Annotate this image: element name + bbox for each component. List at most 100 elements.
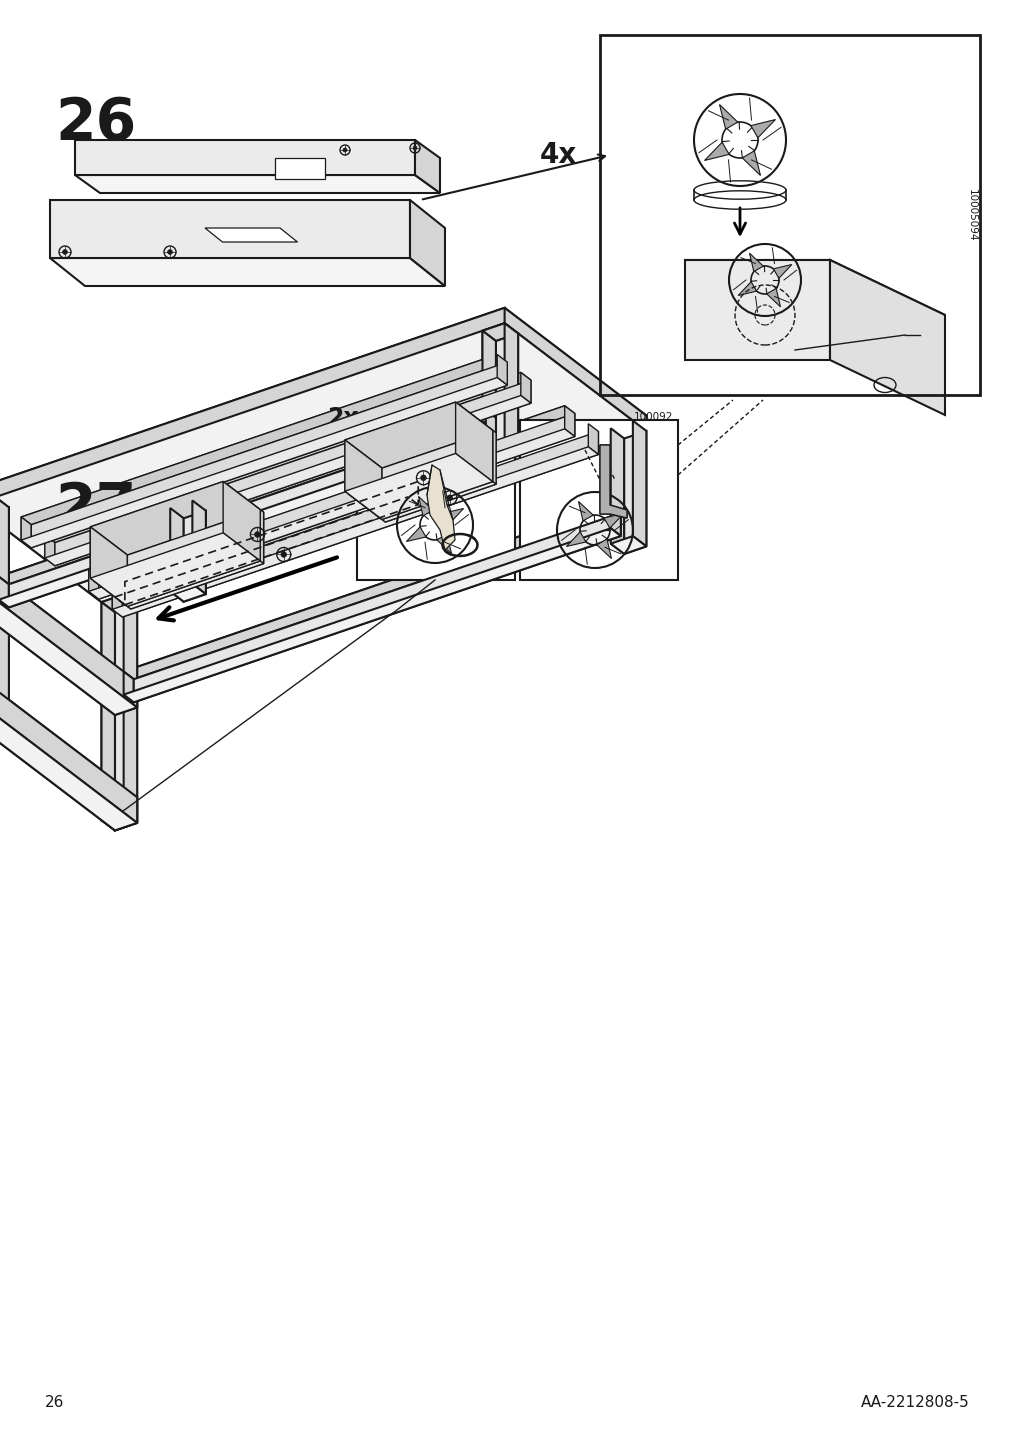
Polygon shape: [89, 405, 574, 576]
Polygon shape: [50, 200, 409, 258]
Polygon shape: [9, 418, 495, 607]
Polygon shape: [0, 689, 137, 823]
Polygon shape: [21, 355, 507, 524]
Polygon shape: [829, 261, 944, 415]
Polygon shape: [610, 428, 624, 554]
Bar: [600, 34, 979, 395]
Polygon shape: [348, 442, 385, 523]
Circle shape: [281, 551, 286, 557]
Polygon shape: [0, 577, 9, 607]
Circle shape: [412, 146, 417, 150]
Polygon shape: [381, 431, 492, 520]
Polygon shape: [130, 513, 264, 609]
Polygon shape: [385, 432, 495, 523]
Polygon shape: [0, 324, 646, 613]
Polygon shape: [610, 536, 646, 554]
Polygon shape: [604, 514, 623, 528]
Polygon shape: [170, 500, 192, 591]
Polygon shape: [21, 355, 496, 540]
Polygon shape: [345, 402, 455, 491]
Circle shape: [447, 495, 452, 501]
Polygon shape: [0, 697, 115, 831]
Polygon shape: [0, 715, 137, 831]
Polygon shape: [564, 405, 574, 437]
Polygon shape: [610, 505, 620, 536]
Text: 100092: 100092: [633, 412, 672, 422]
Polygon shape: [90, 481, 222, 579]
Polygon shape: [89, 405, 564, 591]
Polygon shape: [415, 140, 440, 193]
Polygon shape: [719, 105, 737, 129]
Polygon shape: [600, 445, 627, 518]
Polygon shape: [133, 513, 620, 702]
Polygon shape: [94, 484, 264, 557]
Polygon shape: [170, 500, 205, 518]
Text: 26: 26: [44, 1395, 65, 1411]
Polygon shape: [127, 510, 260, 606]
Polygon shape: [115, 682, 137, 715]
Polygon shape: [44, 395, 531, 566]
Polygon shape: [123, 505, 610, 695]
Polygon shape: [170, 508, 184, 601]
Polygon shape: [0, 574, 137, 689]
Polygon shape: [0, 715, 9, 733]
Polygon shape: [44, 372, 531, 543]
Polygon shape: [89, 569, 99, 599]
Polygon shape: [0, 434, 495, 607]
Polygon shape: [50, 258, 445, 286]
Bar: [520, 420, 677, 580]
Polygon shape: [345, 402, 492, 468]
Polygon shape: [482, 331, 495, 457]
Text: 27: 27: [55, 480, 136, 537]
Polygon shape: [0, 600, 137, 715]
Polygon shape: [482, 324, 504, 447]
Polygon shape: [0, 490, 115, 613]
Polygon shape: [90, 481, 260, 556]
Polygon shape: [521, 372, 531, 404]
Polygon shape: [55, 379, 531, 566]
Polygon shape: [610, 421, 646, 438]
Polygon shape: [766, 288, 779, 306]
Polygon shape: [632, 421, 646, 547]
Polygon shape: [94, 484, 226, 581]
Polygon shape: [101, 594, 123, 821]
Polygon shape: [444, 508, 463, 523]
Polygon shape: [495, 334, 518, 457]
Polygon shape: [0, 689, 137, 805]
Polygon shape: [75, 175, 440, 193]
Polygon shape: [21, 378, 507, 548]
Polygon shape: [496, 355, 507, 385]
Polygon shape: [75, 140, 415, 175]
Polygon shape: [566, 531, 585, 547]
Polygon shape: [596, 538, 611, 558]
Circle shape: [63, 249, 68, 255]
Polygon shape: [482, 324, 518, 341]
Polygon shape: [348, 455, 495, 523]
Polygon shape: [122, 431, 598, 617]
Polygon shape: [115, 604, 137, 831]
Polygon shape: [504, 324, 518, 448]
Bar: [357, 420, 515, 580]
Polygon shape: [0, 507, 9, 733]
Polygon shape: [101, 594, 137, 613]
Polygon shape: [624, 431, 646, 554]
Polygon shape: [482, 438, 518, 457]
Polygon shape: [0, 574, 137, 707]
Polygon shape: [610, 421, 632, 544]
Polygon shape: [112, 447, 598, 617]
Polygon shape: [0, 497, 9, 516]
Text: —: —: [314, 447, 326, 457]
Polygon shape: [455, 402, 492, 481]
Polygon shape: [0, 581, 115, 715]
Text: 26: 26: [55, 95, 136, 152]
Polygon shape: [192, 500, 205, 594]
Polygon shape: [123, 594, 137, 823]
Polygon shape: [123, 505, 620, 679]
Polygon shape: [31, 362, 507, 548]
Circle shape: [343, 147, 347, 152]
Polygon shape: [772, 265, 791, 278]
Polygon shape: [0, 308, 646, 597]
Circle shape: [255, 531, 260, 537]
Polygon shape: [485, 411, 495, 441]
Polygon shape: [419, 497, 433, 516]
